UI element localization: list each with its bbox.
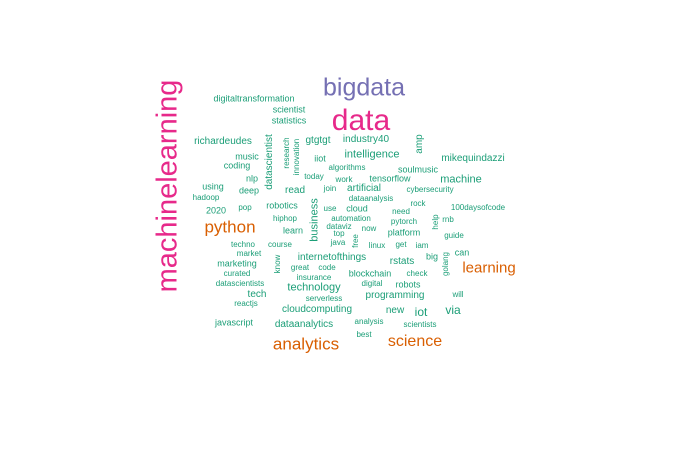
word: check xyxy=(406,269,428,278)
word: dataanalysis xyxy=(348,194,394,203)
word: datascientist xyxy=(264,134,275,190)
word: learning xyxy=(462,259,516,277)
word: digital xyxy=(361,279,383,288)
word: intelligence xyxy=(344,148,400,161)
word: programming xyxy=(365,290,425,301)
word: top xyxy=(333,229,345,238)
word: via xyxy=(445,303,461,317)
word: know xyxy=(273,254,282,274)
word: work xyxy=(335,175,353,184)
word: join xyxy=(323,184,337,193)
word: algorithms xyxy=(328,163,366,172)
word: big xyxy=(425,251,439,262)
word: 2020 xyxy=(205,205,227,216)
word: get xyxy=(395,240,407,249)
word: iiot xyxy=(314,153,326,164)
word: 100daysofcode xyxy=(450,203,506,212)
word: cloud xyxy=(346,203,368,214)
word: platform xyxy=(387,227,421,238)
word: data xyxy=(331,104,391,137)
word: java xyxy=(330,238,346,247)
word: python xyxy=(204,217,256,237)
word: innovation xyxy=(292,138,301,176)
word: course xyxy=(267,240,293,249)
word: techno xyxy=(230,240,256,249)
word: today xyxy=(304,172,324,181)
word: guide xyxy=(444,231,464,240)
word: analytics xyxy=(272,334,340,354)
word: help xyxy=(431,214,440,230)
word: best xyxy=(356,330,372,339)
word: coding xyxy=(223,160,251,171)
word: business xyxy=(308,198,321,242)
word: analysis xyxy=(354,317,384,326)
word: dataviz xyxy=(326,222,352,231)
word: gtgtgt xyxy=(305,135,331,146)
word: music xyxy=(235,151,259,162)
word: rstats xyxy=(389,256,415,267)
word: iot xyxy=(414,305,428,319)
word: automation xyxy=(331,214,371,223)
word: use xyxy=(323,204,337,213)
word: reactjs xyxy=(234,299,258,308)
word: hadoop xyxy=(192,193,220,202)
word: free xyxy=(351,234,360,248)
word: scientists xyxy=(403,320,437,329)
word: javascript xyxy=(214,317,254,328)
word: artificial xyxy=(347,183,381,194)
word: tech xyxy=(247,289,267,300)
word: deep xyxy=(238,185,260,196)
word: need xyxy=(392,207,410,216)
word: science xyxy=(387,333,443,350)
word: robots xyxy=(395,279,421,290)
word: dataanalytics xyxy=(274,319,334,330)
word: read xyxy=(284,185,306,196)
word: rock xyxy=(410,199,426,208)
word: richardeudes xyxy=(194,136,252,147)
word: scientist xyxy=(272,104,306,115)
word: code xyxy=(318,263,336,272)
word: soulmusic xyxy=(397,164,439,175)
word: will xyxy=(452,290,464,299)
word: nlp xyxy=(245,173,259,184)
word: hiphop xyxy=(272,214,298,223)
word: mikequindazzi xyxy=(441,153,505,164)
word: pytorch xyxy=(390,217,418,226)
word: iam xyxy=(415,241,429,250)
word: cybersecurity xyxy=(406,185,454,194)
word: technology xyxy=(287,281,341,294)
word: can xyxy=(454,247,470,258)
word: research xyxy=(282,137,291,169)
word: insurance xyxy=(296,273,332,282)
word: serverless xyxy=(305,294,343,303)
word: robotics xyxy=(266,200,298,211)
word: using xyxy=(202,181,224,192)
word: now xyxy=(361,224,377,233)
word: rnb xyxy=(442,215,454,224)
word: datascientists xyxy=(215,279,265,288)
word: new xyxy=(385,305,405,316)
word: cloudcomputing xyxy=(281,304,353,315)
word: curated xyxy=(223,269,251,278)
word: market xyxy=(236,249,262,258)
word: golang xyxy=(441,251,450,277)
word: machine xyxy=(440,173,482,186)
word: machinelearning xyxy=(151,79,184,293)
word: statistics xyxy=(271,115,307,126)
word: internetofthings xyxy=(297,252,367,263)
word: bigdata xyxy=(322,73,406,102)
word: pop xyxy=(238,203,252,212)
word: industry40 xyxy=(342,134,390,145)
word: marketing xyxy=(217,258,257,269)
word: digitaltransformation xyxy=(213,93,295,104)
word: learn xyxy=(282,225,304,236)
word: great xyxy=(290,263,310,272)
word: linux xyxy=(368,241,386,250)
word: amp xyxy=(414,134,425,154)
word: blockchain xyxy=(348,268,392,279)
word: tensorflow xyxy=(369,173,411,184)
